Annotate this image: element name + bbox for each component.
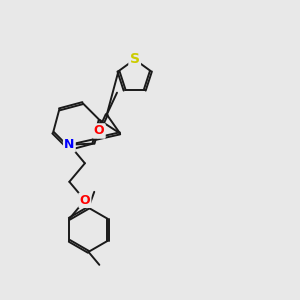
Text: O: O bbox=[94, 124, 104, 137]
Text: S: S bbox=[130, 52, 140, 66]
Text: O: O bbox=[80, 194, 90, 207]
Text: N: N bbox=[64, 138, 74, 151]
